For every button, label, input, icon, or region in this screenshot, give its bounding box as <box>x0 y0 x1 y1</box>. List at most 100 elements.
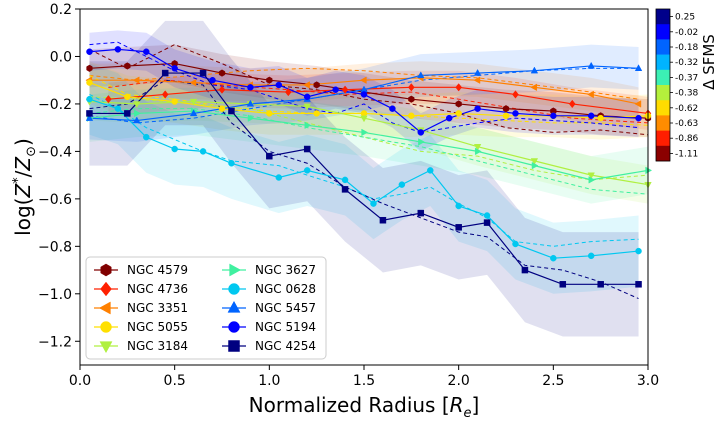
data-point-ngc-3627 <box>531 161 539 170</box>
data-point-ngc-0628 <box>303 167 311 174</box>
data-point-ngc-0628 <box>550 254 557 262</box>
dashed-line-ngc-3351 <box>89 67 639 100</box>
data-point-ngc-0628 <box>587 252 595 260</box>
data-point-ngc-5194 <box>303 93 311 101</box>
series-line-ngc-0628 <box>89 98 639 259</box>
data-point-ngc-4254 <box>455 224 462 231</box>
data-point-ngc-5194 <box>360 91 368 98</box>
data-point-ngc-0628 <box>275 174 283 181</box>
data-point-ngc-3351 <box>132 76 140 84</box>
data-point-ngc-5194 <box>389 105 396 112</box>
legend-marker <box>99 341 113 354</box>
y-tick-label: −1.0 <box>38 287 72 303</box>
dashed-line-ngc-5457 <box>89 67 639 124</box>
data-point-ngc-5055 <box>502 112 510 120</box>
data-point-ngc-5457 <box>530 66 539 74</box>
legend-marker <box>100 321 112 333</box>
data-point-ngc-0628 <box>341 176 349 184</box>
data-point-ngc-3351 <box>303 81 310 89</box>
data-point-ngc-0628 <box>199 148 207 155</box>
dashed-line-ngc-5194 <box>89 41 639 133</box>
colorbar-label: -0.86 <box>675 134 699 144</box>
data-point-ngc-4736 <box>341 85 349 94</box>
data-point-ngc-3627 <box>247 114 255 122</box>
colorbar-segment <box>656 85 670 101</box>
data-point-ngc-4254 <box>483 219 491 226</box>
data-point-ngc-3184 <box>530 158 539 166</box>
band-ngc-0628 <box>89 63 639 294</box>
colorbar-label: -0.02 <box>675 28 698 38</box>
legend-label: NGC 3184 <box>127 339 188 353</box>
data-point-ngc-5457 <box>417 71 425 79</box>
colorbar-segment <box>656 69 670 86</box>
data-point-ngc-5055 <box>266 110 273 117</box>
y-axis-label: log(Z*/Z⊙) <box>11 138 39 236</box>
legend-marker <box>100 263 112 277</box>
y-tick-label: −0.4 <box>38 144 72 160</box>
data-point-ngc-3627 <box>134 109 141 118</box>
data-point-ngc-5457 <box>473 68 482 76</box>
data-point-ngc-3627 <box>588 176 596 184</box>
x-tick-label: 3.0 <box>637 373 659 389</box>
legend-marker <box>100 281 112 297</box>
data-point-ngc-5457 <box>246 99 255 107</box>
x-axis-label: Normalized Radius [Re] <box>249 393 480 421</box>
colorbar: Δ SFMS 0.25 -0.02 -0.18 -0.32 -0.37 -0.38 -0.6… <box>655 8 718 162</box>
colorbar-label: -0.63 <box>675 119 698 129</box>
legend-label: NGC 0628 <box>255 282 316 296</box>
data-point-ngc-5194 <box>86 48 93 55</box>
data-point-ngc-3184 <box>587 172 595 180</box>
data-point-ngc-5194 <box>587 112 595 120</box>
y-tick-label: −1.2 <box>38 334 72 350</box>
data-point-ngc-4254 <box>417 209 425 217</box>
y-tick-label: 0.0 <box>50 49 72 65</box>
data-point-ngc-5194 <box>247 84 254 91</box>
data-point-ngc-3184 <box>303 103 311 111</box>
data-point-ngc-5055 <box>408 112 415 120</box>
colorbar-label: 0.25 <box>675 13 695 23</box>
data-point-ngc-3627 <box>418 138 425 146</box>
series-line-ngc-5194 <box>89 48 639 134</box>
data-point-ngc-3627 <box>645 166 653 175</box>
data-point-ngc-3184 <box>360 115 368 123</box>
data-point-ngc-5457 <box>634 64 643 71</box>
y-axis-ticks: 0.2 0.0 −0.2 −0.4 −0.6 −0.8 −1.0 −1.2 <box>38 2 80 350</box>
data-point-ngc-4254 <box>341 186 349 193</box>
data-point-ngc-0628 <box>86 95 93 103</box>
data-point-ngc-3184 <box>189 98 198 106</box>
colorbar-label: -0.62 <box>675 104 698 114</box>
legend-marker <box>229 263 242 277</box>
colorbar-title: Δ SFMS <box>700 34 718 90</box>
data-point-ngc-5055 <box>86 79 93 86</box>
data-point-ngc-5194 <box>512 110 519 117</box>
data-point-ngc-3627 <box>474 147 482 156</box>
legend-box <box>85 256 327 360</box>
legend-label: NGC 5457 <box>255 301 316 315</box>
data-point-ngc-4254 <box>521 266 529 274</box>
data-point-ngc-4736 <box>568 99 576 109</box>
colorbar-segment <box>656 24 670 40</box>
data-point-ngc-5194 <box>417 129 425 136</box>
y-tick-label: −0.6 <box>38 192 72 208</box>
colorbar-segment <box>656 145 670 162</box>
colorbar-label: -0.18 <box>675 43 699 53</box>
data-point-ngc-0628 <box>114 105 122 112</box>
data-point-ngc-4254 <box>124 110 131 117</box>
legend-label: NGC 3351 <box>127 301 188 315</box>
data-point-ngc-5055 <box>218 105 226 112</box>
legend-label: NGC 5055 <box>127 320 188 334</box>
data-point-ngc-5194 <box>332 86 339 93</box>
data-point-ngc-0628 <box>427 167 434 174</box>
series-line-ngc-4736 <box>108 86 649 115</box>
series-markers <box>85 46 653 288</box>
x-tick-label: 0.0 <box>69 373 91 389</box>
legend-label: NGC 4579 <box>127 263 188 277</box>
legend-marker <box>228 283 240 295</box>
data-point-ngc-3184 <box>473 144 482 151</box>
data-point-ngc-0628 <box>635 247 642 255</box>
data-point-ngc-5194 <box>474 105 481 112</box>
data-point-ngc-4579 <box>313 81 320 89</box>
data-point-ngc-3627 <box>361 128 369 137</box>
data-point-ngc-3351 <box>530 83 538 92</box>
colorbar-segment <box>656 100 670 116</box>
